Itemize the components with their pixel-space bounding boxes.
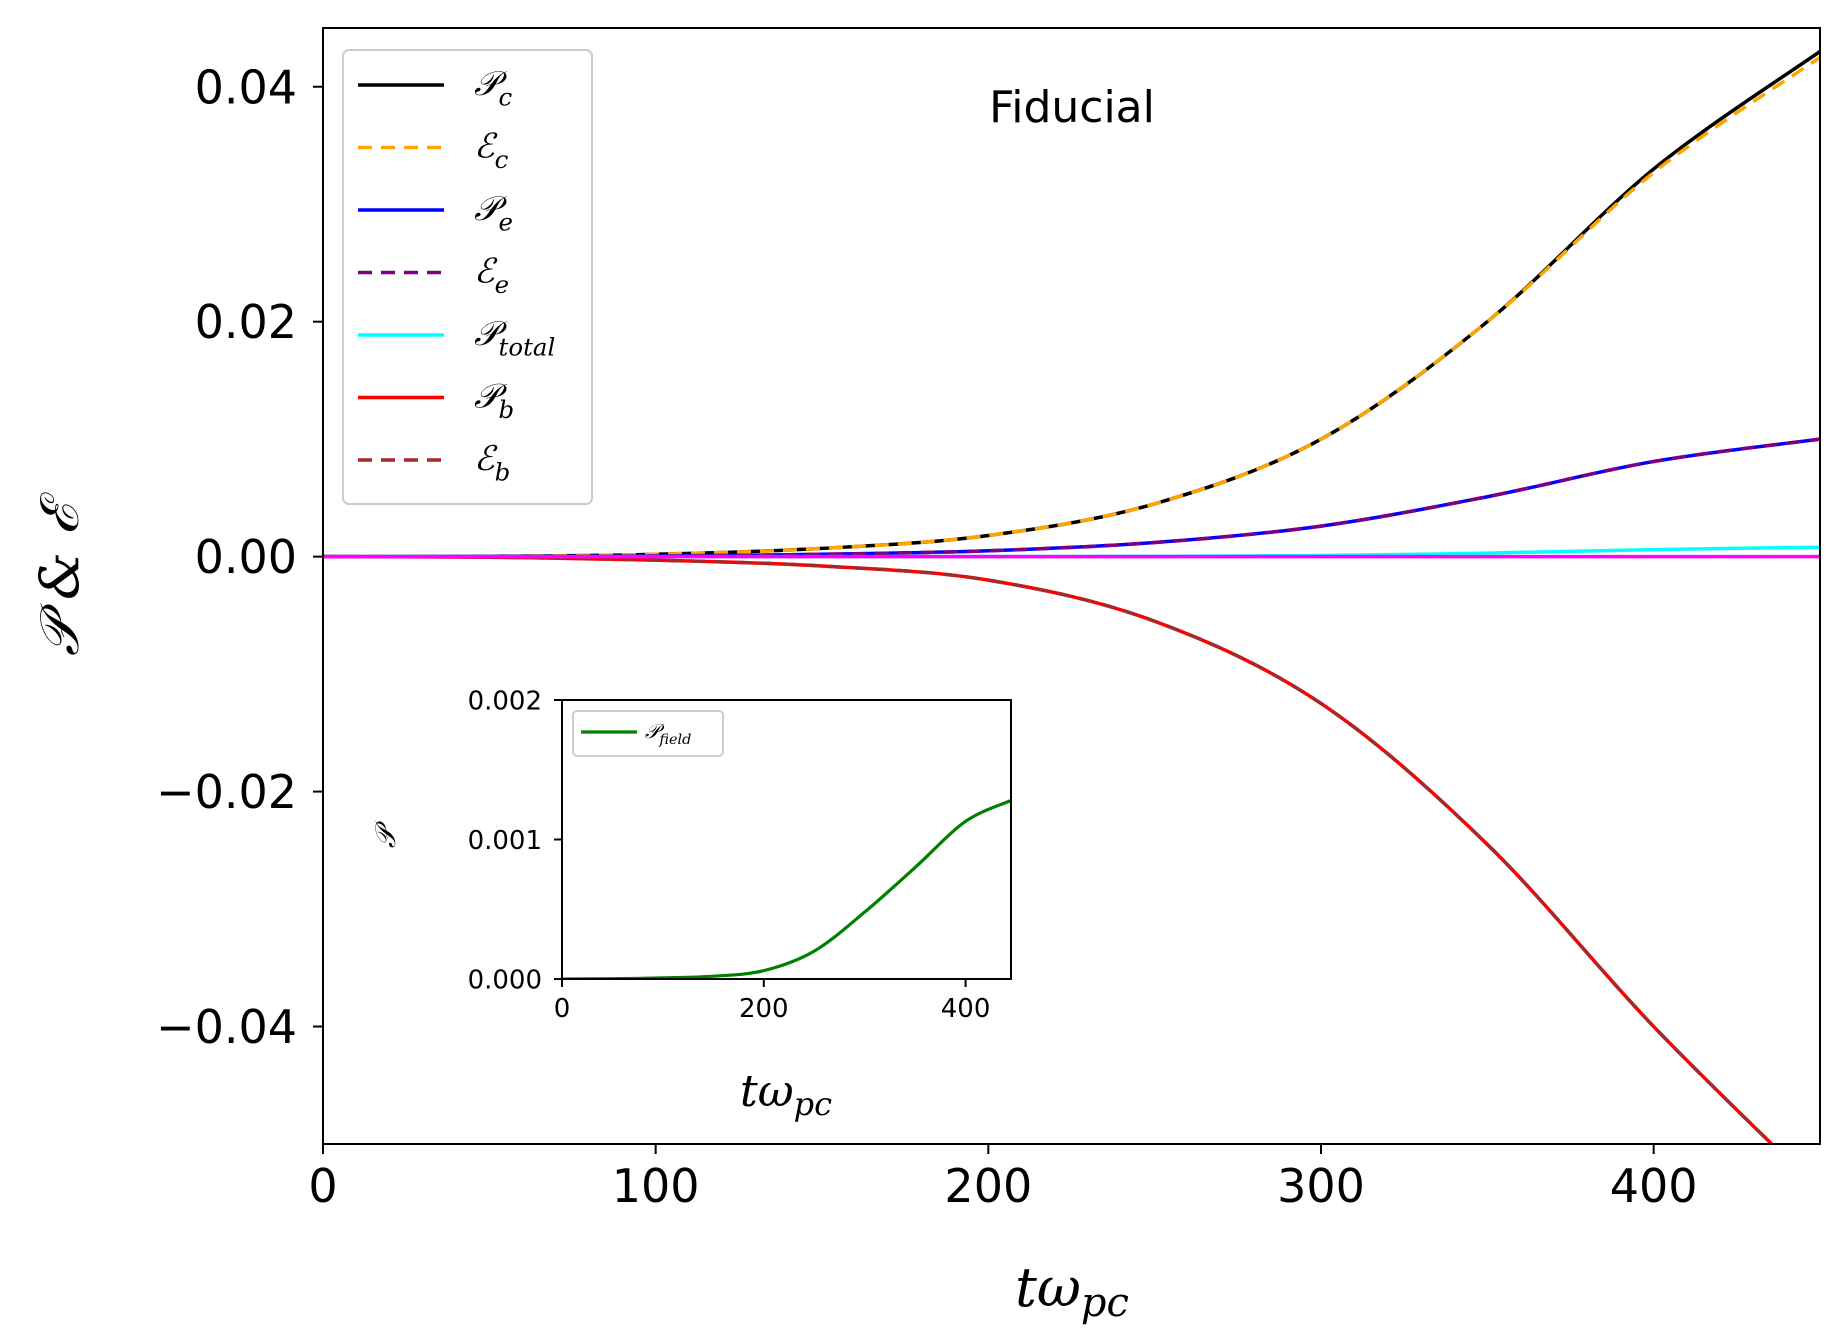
main-y-axis-label: 𝒫 & ℰ	[28, 492, 91, 656]
inset-x-axis-label-main: tω	[740, 1066, 794, 1117]
main-legend-label-sub: e	[499, 207, 513, 236]
main-plot-frame	[322, 27, 1821, 1145]
inset-x-tick-label: 0	[554, 994, 571, 1024]
main-y-tick-label: 0.04	[195, 60, 297, 114]
main-plot-series	[323, 50, 1820, 1144]
main-legend-label-main: ℰ	[474, 439, 498, 479]
main-legend-label-p-b: 𝒫b	[474, 377, 514, 424]
inset-legend: 𝒫field	[572, 710, 724, 757]
main-y-tick-label: 0.02	[195, 295, 297, 349]
inset-legend-label-sub: field	[658, 732, 691, 748]
main-legend-label-sub: b	[495, 457, 511, 486]
main-y-tick-label: 0.00	[195, 530, 297, 584]
inset-legend-box	[572, 710, 724, 757]
fiducial-annotation: Fiducial	[989, 82, 1155, 133]
main-axes: 0 100 200 300 400 0.04 0.02 0.00 −0.02 −0.04	[156, 60, 1698, 1213]
main-legend-label-e-e: ℰe	[474, 252, 509, 299]
main-x-axis-label-main: tω	[1015, 1256, 1081, 1319]
main-x-tick-label: 0	[308, 1159, 337, 1213]
inset-x-tick-label: 200	[739, 994, 789, 1024]
main-y-tick-label: −0.04	[156, 1000, 297, 1054]
main-x-tick-label: 300	[1277, 1159, 1365, 1213]
main-series-line-e-b	[323, 554, 1775, 1144]
inset-x-tick-label: 400	[941, 994, 991, 1024]
main-legend-label-sub: e	[495, 270, 509, 299]
main-legend-label-sub: total	[499, 332, 556, 361]
main-legend-box	[342, 49, 593, 505]
inset-y-tick-label: 0.002	[468, 686, 542, 716]
main-x-axis-label: tωpc	[1015, 1256, 1129, 1326]
main-legend-label-main: ℰ	[474, 127, 498, 167]
main-x-axis-label-sub: pc	[1081, 1280, 1129, 1326]
main-legend-label-sub: c	[495, 145, 509, 174]
main-legend-label-e-c: ℰc	[474, 127, 509, 174]
main-y-tick-label: −0.02	[156, 765, 297, 819]
main-x-tick-label: 400	[1610, 1159, 1698, 1213]
inset-x-axis-label-sub: pc	[794, 1085, 832, 1123]
main-legend-label-main: ℰ	[474, 252, 498, 292]
inset-axes: 0 200 400 0.000 0.001 0.002	[468, 686, 991, 1024]
main-legend-label-sub: b	[499, 395, 515, 424]
main-x-tick-label: 100	[612, 1159, 700, 1213]
main-legend-label-p-e: 𝒫e	[474, 189, 513, 236]
main-x-tick-label: 200	[944, 1159, 1032, 1213]
inset-x-axis-label: tωpc	[740, 1066, 832, 1123]
main-legend-label-sub: c	[499, 82, 513, 111]
inset-y-tick-label: 0.000	[468, 965, 542, 995]
inset-y-tick-label: 0.001	[468, 826, 542, 856]
main-legend-label-e-b: ℰb	[474, 439, 510, 486]
